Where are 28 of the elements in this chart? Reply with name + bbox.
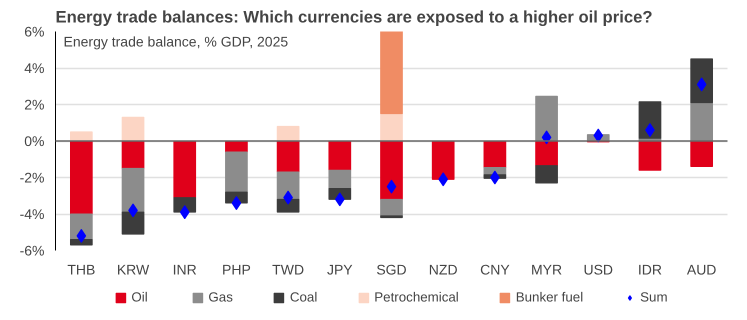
y-tick-label: -2% bbox=[20, 170, 45, 186]
y-tick-label: 2% bbox=[24, 96, 44, 112]
legend-label: Bunker fuel bbox=[516, 290, 584, 304]
y-tick-label: 0% bbox=[24, 133, 44, 149]
x-tick-label: AUD bbox=[686, 262, 716, 278]
y-tick-label: -6% bbox=[20, 242, 45, 258]
x-tick-label: MYR bbox=[531, 262, 562, 278]
legend-label: Sum bbox=[640, 290, 668, 304]
x-tick-label: NZD bbox=[428, 262, 458, 278]
y-tick-label: -4% bbox=[20, 206, 45, 222]
x-tick-label: KRW bbox=[116, 262, 150, 278]
chart-title: Energy trade balances: Which currencies are exposed to a higher oil price? bbox=[56, 8, 653, 26]
x-tick-label: IDR bbox=[638, 262, 662, 278]
x-tick-label: THB bbox=[67, 262, 96, 278]
x-tick-label: TWD bbox=[272, 262, 304, 278]
x-tick-label: USD bbox=[583, 262, 614, 278]
legend-label: Petrochemical bbox=[374, 290, 459, 304]
y-tick-label: 4% bbox=[24, 60, 44, 76]
chart-subtitle: Energy trade balance, % GDP, 2025 bbox=[64, 34, 288, 50]
x-tick-label: INR bbox=[172, 262, 197, 278]
x-tick-label: JPY bbox=[326, 262, 354, 278]
x-tick-label: SGD bbox=[376, 262, 407, 278]
legend-label: Oil bbox=[131, 290, 149, 304]
legend-label: Coal bbox=[290, 290, 318, 304]
x-tick-label: PHP bbox=[222, 262, 251, 278]
legend-label: Gas bbox=[208, 290, 233, 304]
x-tick-label: CNY bbox=[480, 262, 510, 278]
y-tick-label: 6% bbox=[24, 24, 44, 40]
